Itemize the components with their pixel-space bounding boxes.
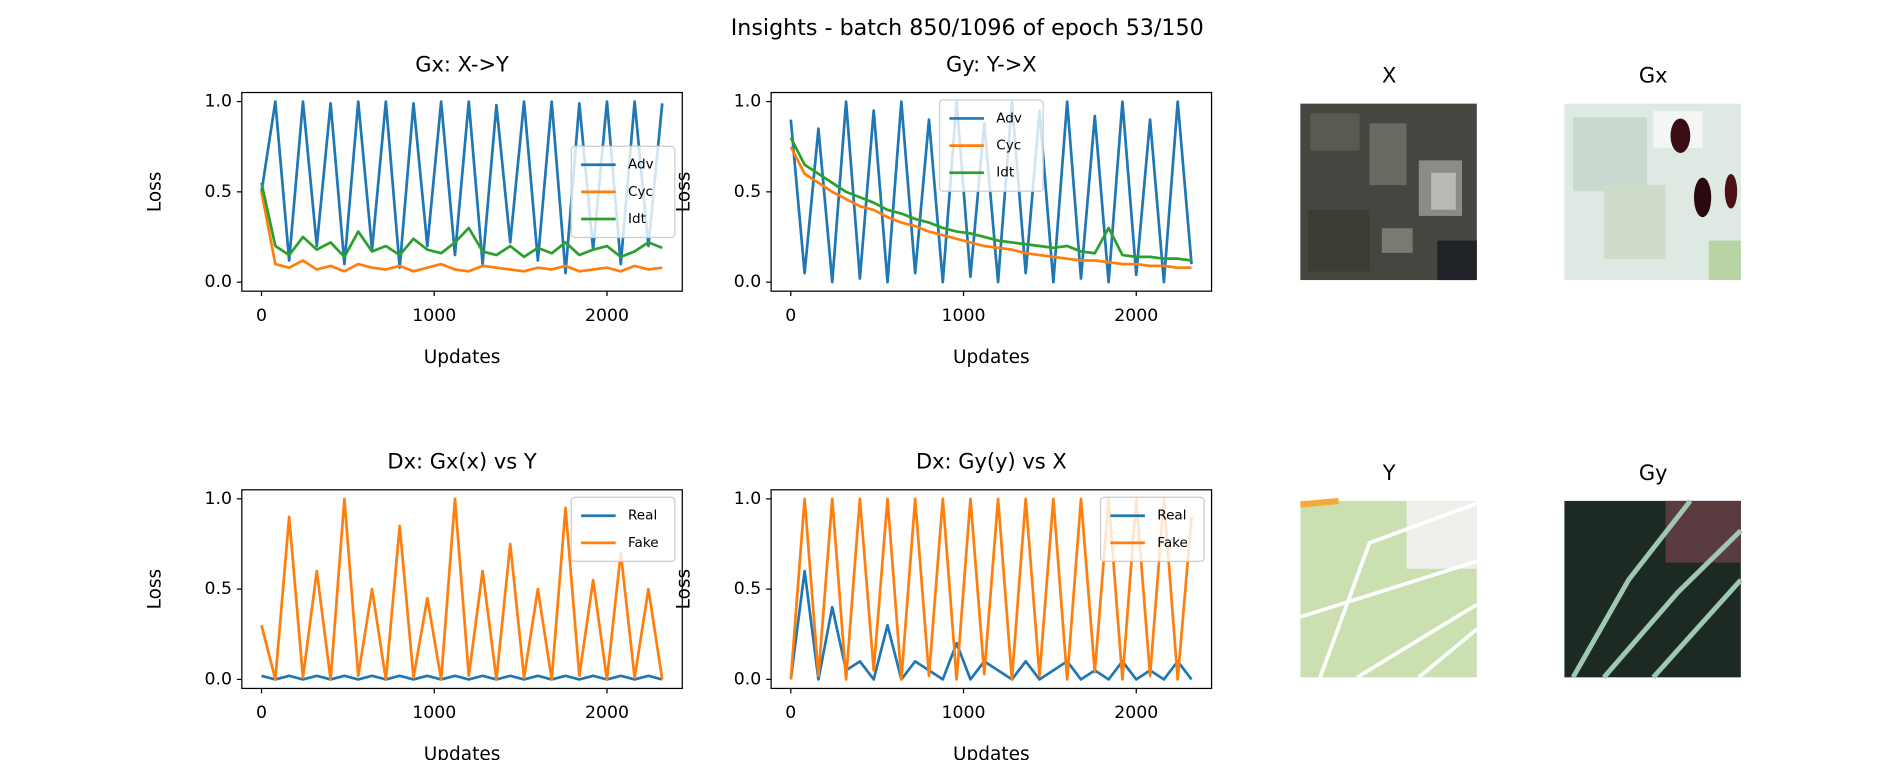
legend-label: Fake bbox=[1157, 535, 1188, 551]
plot-area bbox=[789, 497, 1193, 681]
line-series bbox=[789, 137, 1192, 262]
subplot: Dx: Gy(y) vs X Updates Loss 0 1000 2000 0.0 0.5… bbox=[674, 450, 1213, 764]
axes-frame bbox=[241, 489, 683, 690]
legend-label: Adv bbox=[628, 157, 654, 173]
y-tick-label: 1.0 bbox=[734, 489, 761, 509]
line-series bbox=[260, 182, 663, 259]
image-y bbox=[1299, 497, 1478, 679]
y-axis-label: Loss bbox=[674, 172, 695, 213]
y-tick-label: 1.0 bbox=[204, 92, 231, 112]
x-tick-label: 0 bbox=[785, 703, 796, 723]
y-axis-label: Loss bbox=[674, 569, 695, 610]
image-gx bbox=[1564, 103, 1741, 281]
plot-area bbox=[789, 100, 1193, 284]
legend-frame bbox=[1099, 496, 1205, 562]
x-tick-label: 2000 bbox=[585, 703, 629, 723]
y-tick-label: 0.0 bbox=[204, 272, 231, 292]
subplot: Gy: Y->X Updates Loss 0 1000 2000 0.0 0.5 1.0 Adv… bbox=[674, 52, 1213, 368]
line-series bbox=[261, 674, 663, 681]
y-tick-label: 0.5 bbox=[204, 182, 231, 202]
legend-label: Real bbox=[1157, 508, 1186, 524]
legend-frame bbox=[570, 496, 676, 562]
legend-frame bbox=[570, 145, 676, 239]
line-series bbox=[789, 100, 1193, 284]
figure-title: Insights - batch 850/1096 of epoch 53/15… bbox=[731, 15, 1204, 41]
y-tick-label: 0.5 bbox=[734, 579, 761, 599]
y-tick-label: 0.0 bbox=[734, 272, 761, 292]
subplot: Gx: X->Y Updates Loss 0 1000 2000 0.0 0.5 1.0 Adv… bbox=[144, 52, 683, 368]
legend-frame bbox=[938, 99, 1044, 192]
x-tick-label: 0 bbox=[256, 306, 267, 326]
axes-frame bbox=[241, 91, 683, 292]
legend-label: Cyc bbox=[996, 138, 1021, 154]
legend-label: Cyc bbox=[628, 184, 653, 200]
chart-title: Gx: X->Y bbox=[415, 52, 509, 76]
legend: Adv Cyc Idt bbox=[938, 99, 1044, 192]
y-tick-label: 0.0 bbox=[204, 669, 231, 689]
legend: Adv Cyc Idt bbox=[570, 145, 676, 239]
plot-area bbox=[260, 497, 664, 681]
legend-label: Idt bbox=[996, 165, 1014, 181]
x-tick-label: 0 bbox=[256, 703, 267, 723]
y-tick-label: 0.0 bbox=[734, 669, 761, 689]
x-axis-label: Updates bbox=[953, 347, 1030, 368]
x-tick-label: 1000 bbox=[942, 703, 986, 723]
y-tick-label: 1.0 bbox=[204, 489, 231, 509]
x-tick-label: 2000 bbox=[1114, 703, 1158, 723]
x-tick-label: 1000 bbox=[412, 703, 456, 723]
image-title: Y bbox=[1382, 461, 1396, 485]
chart-title: Dx: Gy(y) vs X bbox=[916, 450, 1067, 474]
y-axis-label: Loss bbox=[144, 172, 165, 213]
image-x bbox=[1300, 103, 1477, 281]
x-tick-label: 1000 bbox=[942, 306, 986, 326]
x-tick-label: 2000 bbox=[585, 306, 629, 326]
legend-label: Adv bbox=[996, 110, 1022, 126]
axes-frame bbox=[770, 91, 1213, 292]
image-title: Gy bbox=[1639, 461, 1668, 485]
image-gy bbox=[1564, 499, 1743, 679]
x-axis-label: Updates bbox=[424, 744, 501, 760]
line-series bbox=[260, 191, 663, 273]
chart-title: Gy: Y->X bbox=[946, 52, 1037, 76]
axes-frame bbox=[770, 489, 1213, 690]
y-axis-label: Loss bbox=[144, 569, 165, 610]
x-tick-label: 2000 bbox=[1114, 306, 1158, 326]
y-tick-label: 0.5 bbox=[204, 579, 231, 599]
image-title: Gx bbox=[1639, 63, 1668, 87]
legend: Real Fake bbox=[570, 496, 676, 562]
y-tick-label: 0.5 bbox=[734, 182, 761, 202]
y-tick-label: 1.0 bbox=[734, 92, 761, 112]
x-tick-label: 1000 bbox=[412, 306, 456, 326]
subplot: Dx: Gx(x) vs Y Updates Loss 0 1000 2000 0.0 0.5… bbox=[144, 450, 683, 764]
image-title: X bbox=[1382, 63, 1396, 87]
chart-title: Dx: Gx(x) vs Y bbox=[387, 450, 536, 474]
x-axis-label: Updates bbox=[424, 347, 501, 368]
line-series bbox=[260, 497, 664, 681]
x-axis-label: Updates bbox=[953, 744, 1030, 760]
line-series bbox=[789, 146, 1192, 270]
legend-label: Idt bbox=[628, 211, 646, 227]
line-series bbox=[789, 497, 1193, 681]
x-tick-label: 0 bbox=[785, 306, 796, 326]
legend: Real Fake bbox=[1099, 496, 1205, 562]
legend-label: Real bbox=[628, 508, 657, 524]
legend-label: Fake bbox=[628, 535, 659, 551]
